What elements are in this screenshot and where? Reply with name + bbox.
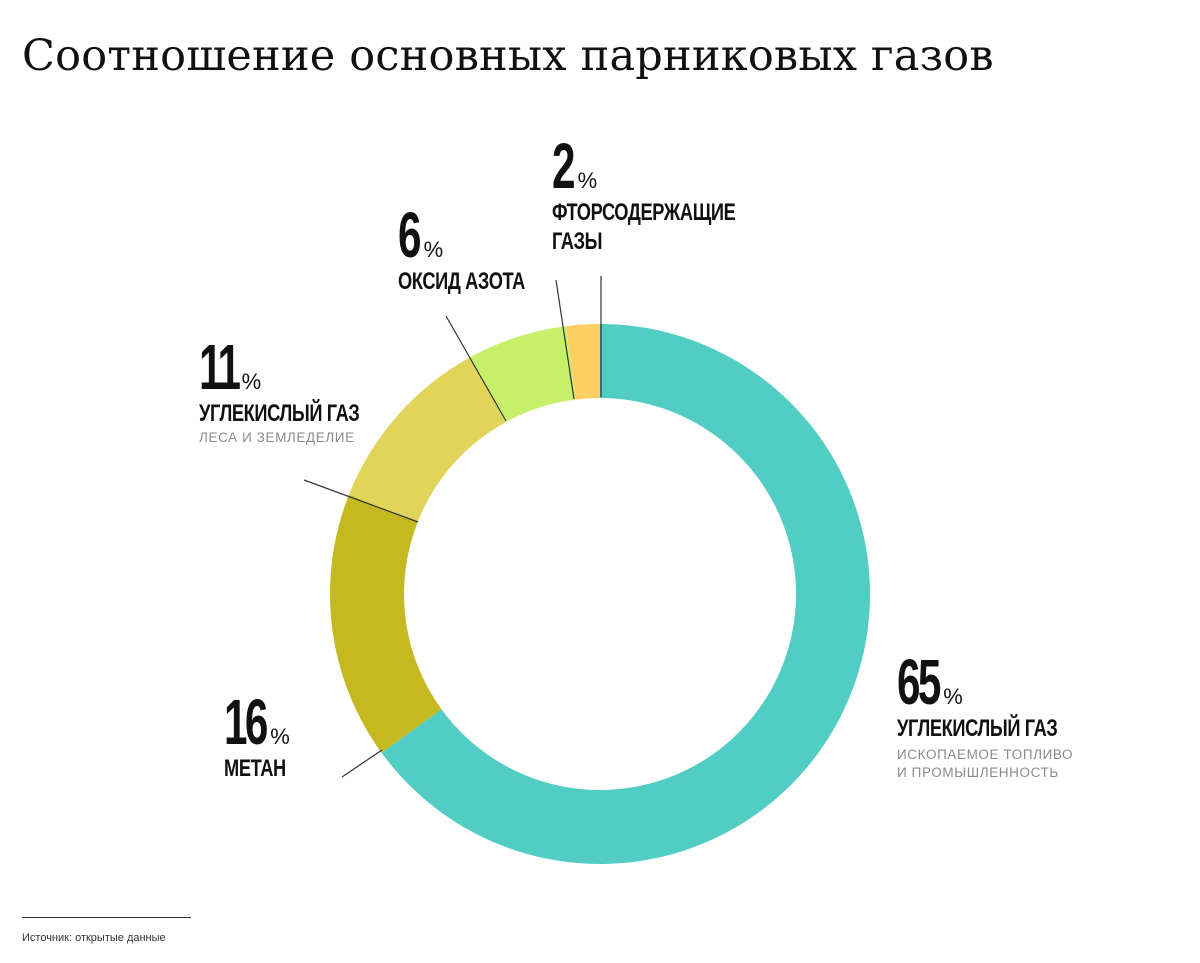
callout-label: УГЛЕКИСЛЫЙ ГАЗ bbox=[897, 715, 1058, 742]
callout-percent-sign: % bbox=[270, 724, 290, 749]
callout-percent-number: 65 bbox=[897, 646, 941, 718]
callout-sublabel: ИСКОПАЕМОЕ ТОПЛИВО И ПРОМЫШЛЕННОСТЬ bbox=[897, 747, 1074, 780]
callout-label: УГЛЕКИСЛЫЙ ГАЗ bbox=[199, 400, 360, 427]
callout-methane: 16% МЕТАН bbox=[224, 690, 305, 783]
source-note: Источник: открытые данные bbox=[22, 932, 166, 944]
leader-line-nitrous-oxide bbox=[445, 315, 507, 422]
callout-value: 2% bbox=[552, 134, 793, 198]
callout-label: ОКСИД АЗОТА bbox=[398, 268, 525, 295]
slice-nitrous-oxide bbox=[469, 326, 576, 423]
callout-percent-number: 2 bbox=[552, 130, 575, 202]
callout-co2-land: 11% УГЛЕКИСЛЫЙ ГАЗ ЛЕСА И ЗЕМЛЕДЕЛИЕ bbox=[199, 335, 410, 447]
callout-percent-sign: % bbox=[577, 168, 598, 193]
callout-sublabel: ЛЕСА И ЗЕМЛЕДЕЛИЕ bbox=[199, 430, 355, 445]
callout-nitrous-oxide: 6% ОКСИД АЗОТА bbox=[398, 203, 565, 296]
footer-divider bbox=[22, 917, 191, 918]
callout-percent-sign: % bbox=[423, 237, 444, 262]
leader-line-co2-land bbox=[303, 479, 419, 523]
callout-fluorinated-gases: 2% ФТОРСОДЕРЖАЩИЕ ГАЗЫ bbox=[552, 134, 793, 256]
slice-fluorinated bbox=[566, 324, 600, 400]
leader-line-fluorinated bbox=[555, 279, 575, 400]
chart-title: Соотношение основных парниковых газов bbox=[22, 31, 994, 81]
callout-value: 6% bbox=[398, 203, 565, 267]
slice-co2-fossil bbox=[381, 324, 870, 864]
leader-line-methane bbox=[341, 749, 383, 778]
callout-percent-sign: % bbox=[943, 684, 963, 709]
callout-percent-number: 11 bbox=[199, 331, 241, 403]
callout-co2-fossil: 65% УГЛЕКИСЛЫЙ ГАЗ ИСКОПАЕМОЕ ТОПЛИВО И … bbox=[897, 650, 1108, 782]
slice-co2-land bbox=[348, 357, 506, 522]
callout-value: 11% bbox=[199, 335, 410, 399]
callout-value: 65% bbox=[897, 650, 1108, 714]
slice-methane bbox=[329, 494, 442, 753]
callout-label: ФТОРСОДЕРЖАЩИЕ ГАЗЫ bbox=[552, 199, 736, 255]
callout-percent-sign: % bbox=[241, 369, 262, 394]
callout-percent-number: 6 bbox=[398, 199, 421, 271]
callout-percent-number: 16 bbox=[224, 686, 268, 758]
callout-label: МЕТАН bbox=[224, 755, 286, 782]
callout-value: 16% bbox=[224, 690, 305, 754]
